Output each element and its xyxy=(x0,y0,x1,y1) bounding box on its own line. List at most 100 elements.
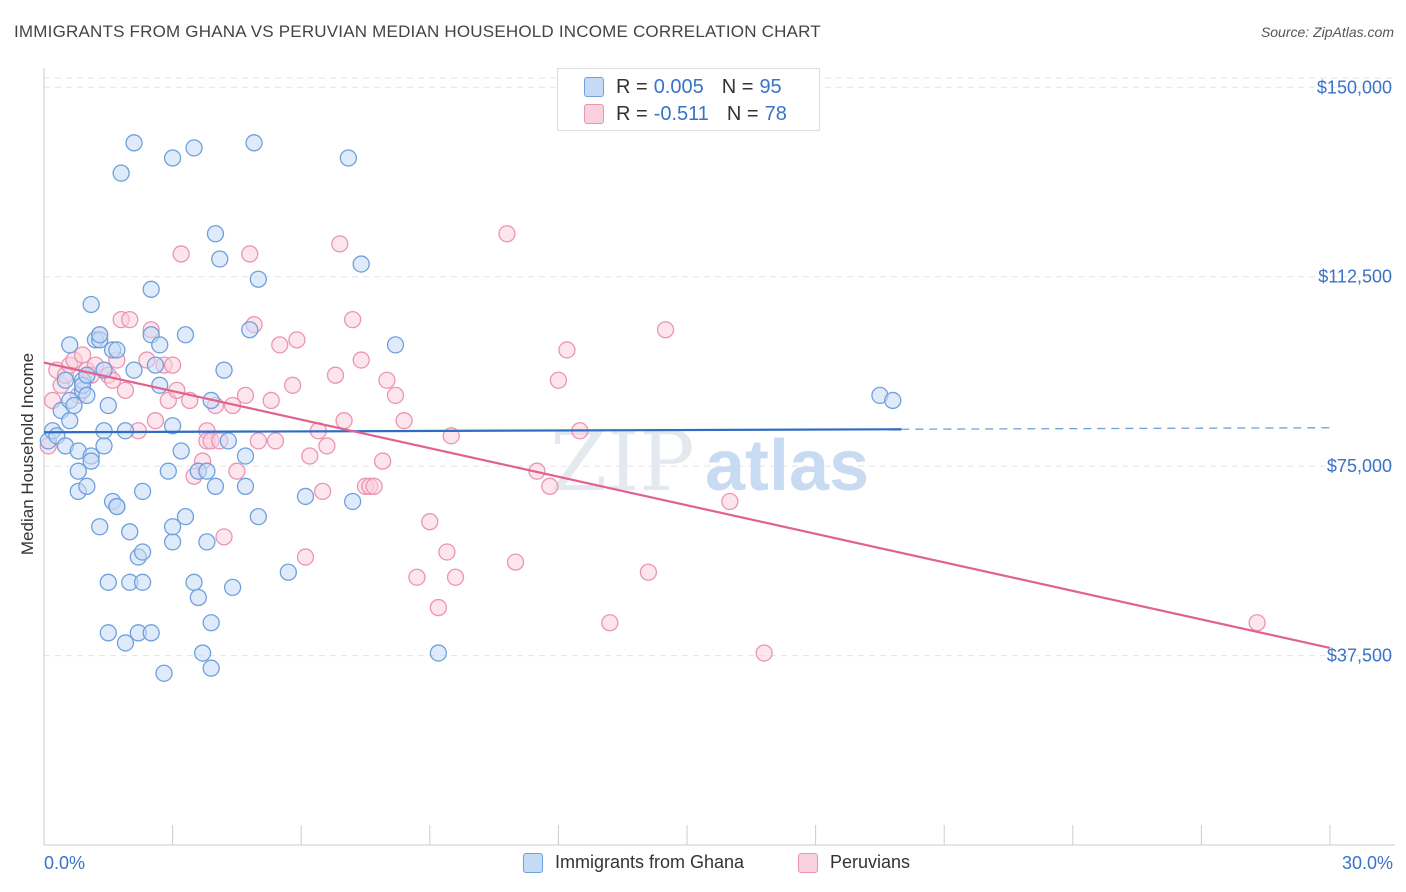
legend-row-ghana: R = 0.005 N = 95 xyxy=(584,75,782,99)
peru-point xyxy=(288,331,306,349)
ghana-point xyxy=(185,139,203,157)
ghana-point xyxy=(146,356,165,374)
ghana-point xyxy=(249,270,267,288)
peru-point xyxy=(296,548,315,566)
y-tick-label: $112,500 xyxy=(1318,267,1392,287)
ghana-point xyxy=(116,634,135,652)
peru-point xyxy=(438,543,456,561)
peru-point xyxy=(343,310,362,329)
trend-lines xyxy=(43,361,1331,650)
y-tick-label: $37,500 xyxy=(1327,646,1392,666)
peru-point xyxy=(236,386,255,405)
ghana-point xyxy=(151,336,169,354)
peru-point xyxy=(549,371,568,389)
ghana-point xyxy=(99,573,117,591)
ghana-point xyxy=(223,578,242,597)
ghana-points xyxy=(39,134,902,682)
ghana-point xyxy=(429,644,448,662)
axes xyxy=(43,68,1395,846)
ghana-point xyxy=(176,507,195,526)
ghana-point xyxy=(95,422,113,440)
ghana-point xyxy=(193,644,212,662)
r-label: R = xyxy=(616,75,648,98)
peruvians-points xyxy=(39,225,1266,662)
ghana-point xyxy=(211,250,229,268)
ghana-point xyxy=(249,507,267,526)
peru-point xyxy=(421,513,439,531)
ghana-point xyxy=(125,361,143,379)
peru-point xyxy=(506,553,525,571)
ghana-point xyxy=(202,659,220,677)
ghana-point xyxy=(133,573,152,591)
ghana-point xyxy=(78,386,96,405)
ghana-point xyxy=(163,149,182,167)
peru-point xyxy=(271,336,289,354)
r-value-ghana: 0.005 xyxy=(653,75,704,98)
peru-point xyxy=(373,452,392,470)
n-label: N = xyxy=(726,102,759,125)
peru-point xyxy=(121,310,139,329)
ghana-point xyxy=(245,134,263,152)
ghana-legend-label: Immigrants from Ghana xyxy=(555,852,745,872)
peru-legend-swatch xyxy=(798,852,818,873)
ghana-point xyxy=(236,447,255,465)
ghana-point xyxy=(198,533,216,551)
ghana-point xyxy=(82,295,100,314)
peru-point xyxy=(656,321,675,339)
peru-point xyxy=(326,366,345,384)
ghana-point xyxy=(219,432,237,450)
ghana-point xyxy=(163,518,182,536)
ghana-point xyxy=(236,477,255,495)
ghana-point xyxy=(99,396,117,415)
ghana-point xyxy=(61,336,79,354)
y-tick-label: $75,000 xyxy=(1327,456,1392,476)
peru-point xyxy=(215,528,233,546)
ghana-point xyxy=(69,462,87,480)
ghana-point xyxy=(61,412,79,430)
peru-point xyxy=(446,568,465,586)
x-tick-label-max: 30.0% xyxy=(1342,853,1393,873)
y-tick-labels: $37,500 $75,000 $112,500 $150,000 xyxy=(1317,77,1392,665)
peru-point xyxy=(429,598,448,617)
peru-point xyxy=(408,568,426,586)
peru-point xyxy=(262,391,280,410)
ghana-point xyxy=(56,371,75,389)
ghana-point xyxy=(172,442,190,460)
ghana-point xyxy=(198,462,216,480)
legend-row-peru: R = -0.511 N = 78 xyxy=(584,102,787,126)
ghana-trendline-extension xyxy=(901,427,1331,430)
ghana-point xyxy=(133,543,152,561)
peru-point xyxy=(116,381,135,400)
peru-point xyxy=(163,356,182,374)
peru-point xyxy=(283,376,302,394)
peru-point xyxy=(266,432,285,450)
peru-point xyxy=(249,432,267,450)
peru-point xyxy=(378,371,396,389)
peru-point xyxy=(386,386,405,405)
peru-point xyxy=(241,245,259,263)
peru-point xyxy=(1248,614,1266,632)
ghana-point xyxy=(343,492,362,511)
ghana-point xyxy=(206,225,225,243)
ghana-point xyxy=(125,134,143,152)
ghana-point xyxy=(176,326,195,344)
ghana-point xyxy=(279,563,297,581)
ghana-point xyxy=(121,523,139,541)
ghana-swatch xyxy=(584,77,604,97)
n-label: N = xyxy=(721,75,754,98)
ghana-point xyxy=(116,422,135,440)
watermark-text-atlas: atlas xyxy=(705,426,869,506)
ghana-point xyxy=(215,361,233,379)
peru-swatch xyxy=(584,104,604,124)
peru-point xyxy=(335,412,353,430)
peru-legend-label: Peruvians xyxy=(830,852,911,872)
ghana-point xyxy=(151,376,169,394)
ghana-point xyxy=(142,280,160,298)
chart-title: IMMIGRANTS FROM GHANA VS PERUVIAN MEDIAN… xyxy=(14,22,821,41)
ghana-point xyxy=(159,462,177,480)
peru-point xyxy=(639,563,658,581)
bottom-legend-peru: Peruvians xyxy=(798,852,910,873)
ghana-point xyxy=(78,477,96,495)
ghana-point xyxy=(241,321,259,339)
